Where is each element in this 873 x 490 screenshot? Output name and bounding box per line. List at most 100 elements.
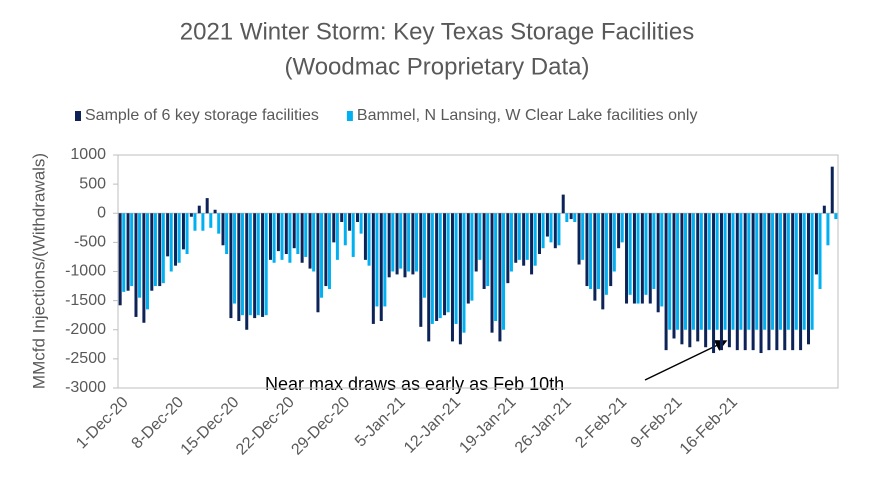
x-tick-label: 26-Jan-21 xyxy=(512,394,575,457)
y-tick-label: -3000 xyxy=(65,379,106,396)
bar xyxy=(759,213,763,354)
bar xyxy=(514,213,518,263)
bar xyxy=(786,213,790,330)
bar xyxy=(359,213,363,234)
bar xyxy=(778,213,782,330)
bar xyxy=(430,213,434,324)
y-tick-label: -2500 xyxy=(65,350,106,367)
bar xyxy=(383,213,387,307)
bar xyxy=(509,213,513,272)
bar xyxy=(280,213,284,260)
bar xyxy=(628,213,632,295)
bar xyxy=(533,213,537,266)
bar xyxy=(636,213,640,304)
bar xyxy=(553,213,557,249)
bar xyxy=(395,213,399,275)
legend-swatch xyxy=(346,111,353,121)
x-tick-label: 12-Jan-21 xyxy=(401,394,464,457)
bar xyxy=(549,213,553,243)
bar xyxy=(422,213,426,298)
bar xyxy=(209,213,213,228)
bar xyxy=(391,213,395,272)
bar xyxy=(522,213,526,266)
y-tick-label: -2000 xyxy=(65,321,106,338)
bar xyxy=(438,213,442,319)
bar xyxy=(585,213,589,287)
bar xyxy=(696,213,700,342)
bar xyxy=(794,213,798,330)
bar xyxy=(443,213,447,316)
bar xyxy=(525,213,529,260)
bar xyxy=(185,213,189,255)
bar xyxy=(470,213,474,301)
bar xyxy=(684,213,688,330)
bar xyxy=(640,213,644,304)
bar xyxy=(399,213,403,269)
bar xyxy=(735,213,739,351)
bar xyxy=(723,213,727,330)
bar xyxy=(316,213,320,313)
bar xyxy=(834,213,838,220)
bar xyxy=(822,205,826,214)
bar xyxy=(161,213,165,284)
bar xyxy=(668,213,672,330)
bar xyxy=(802,213,806,330)
bar xyxy=(763,213,767,330)
bar xyxy=(719,213,723,351)
bar xyxy=(577,213,581,265)
y-tick-label: 1000 xyxy=(70,146,106,163)
bar xyxy=(612,213,616,272)
bar xyxy=(617,213,621,249)
bar xyxy=(340,213,344,222)
bar xyxy=(656,213,660,313)
bar xyxy=(233,213,237,304)
bar xyxy=(371,213,375,324)
bar xyxy=(181,213,185,250)
bar xyxy=(486,213,490,287)
bar xyxy=(327,213,331,289)
bar xyxy=(403,213,407,278)
x-tick-label: 8-Dec-20 xyxy=(129,394,188,453)
bar xyxy=(264,213,268,316)
bar xyxy=(446,213,450,313)
bar xyxy=(478,213,482,260)
bar xyxy=(799,213,803,351)
bar xyxy=(707,213,711,330)
bar xyxy=(704,213,708,348)
bar xyxy=(731,213,735,330)
bar xyxy=(122,213,126,292)
bar xyxy=(379,213,383,322)
bar xyxy=(300,213,304,263)
bar xyxy=(530,213,534,275)
bar xyxy=(201,213,205,231)
bar xyxy=(335,213,339,260)
bar xyxy=(783,213,787,351)
bar xyxy=(158,213,162,287)
bar xyxy=(407,213,411,272)
bar xyxy=(145,213,149,310)
bar xyxy=(573,213,577,222)
bar xyxy=(138,213,142,298)
x-tick-label: 1-Dec-20 xyxy=(73,394,132,453)
bar xyxy=(166,213,170,257)
bar xyxy=(743,213,747,351)
bar xyxy=(517,213,521,260)
bar xyxy=(415,213,419,272)
bar xyxy=(775,213,779,351)
bar xyxy=(367,213,371,266)
bar xyxy=(351,213,355,257)
x-tick-label: 22-Dec-20 xyxy=(233,394,298,459)
bar xyxy=(268,213,272,260)
legend-swatch xyxy=(75,111,81,121)
bar xyxy=(474,213,478,272)
bar xyxy=(221,213,225,246)
bar xyxy=(169,213,173,272)
bar xyxy=(818,213,822,289)
bar xyxy=(826,213,830,246)
bar xyxy=(332,213,336,243)
bar xyxy=(609,213,613,287)
bar xyxy=(755,213,759,330)
bar xyxy=(245,213,249,330)
annotation: Near max draws as early as Feb 10th xyxy=(265,374,564,394)
bar xyxy=(387,213,391,278)
